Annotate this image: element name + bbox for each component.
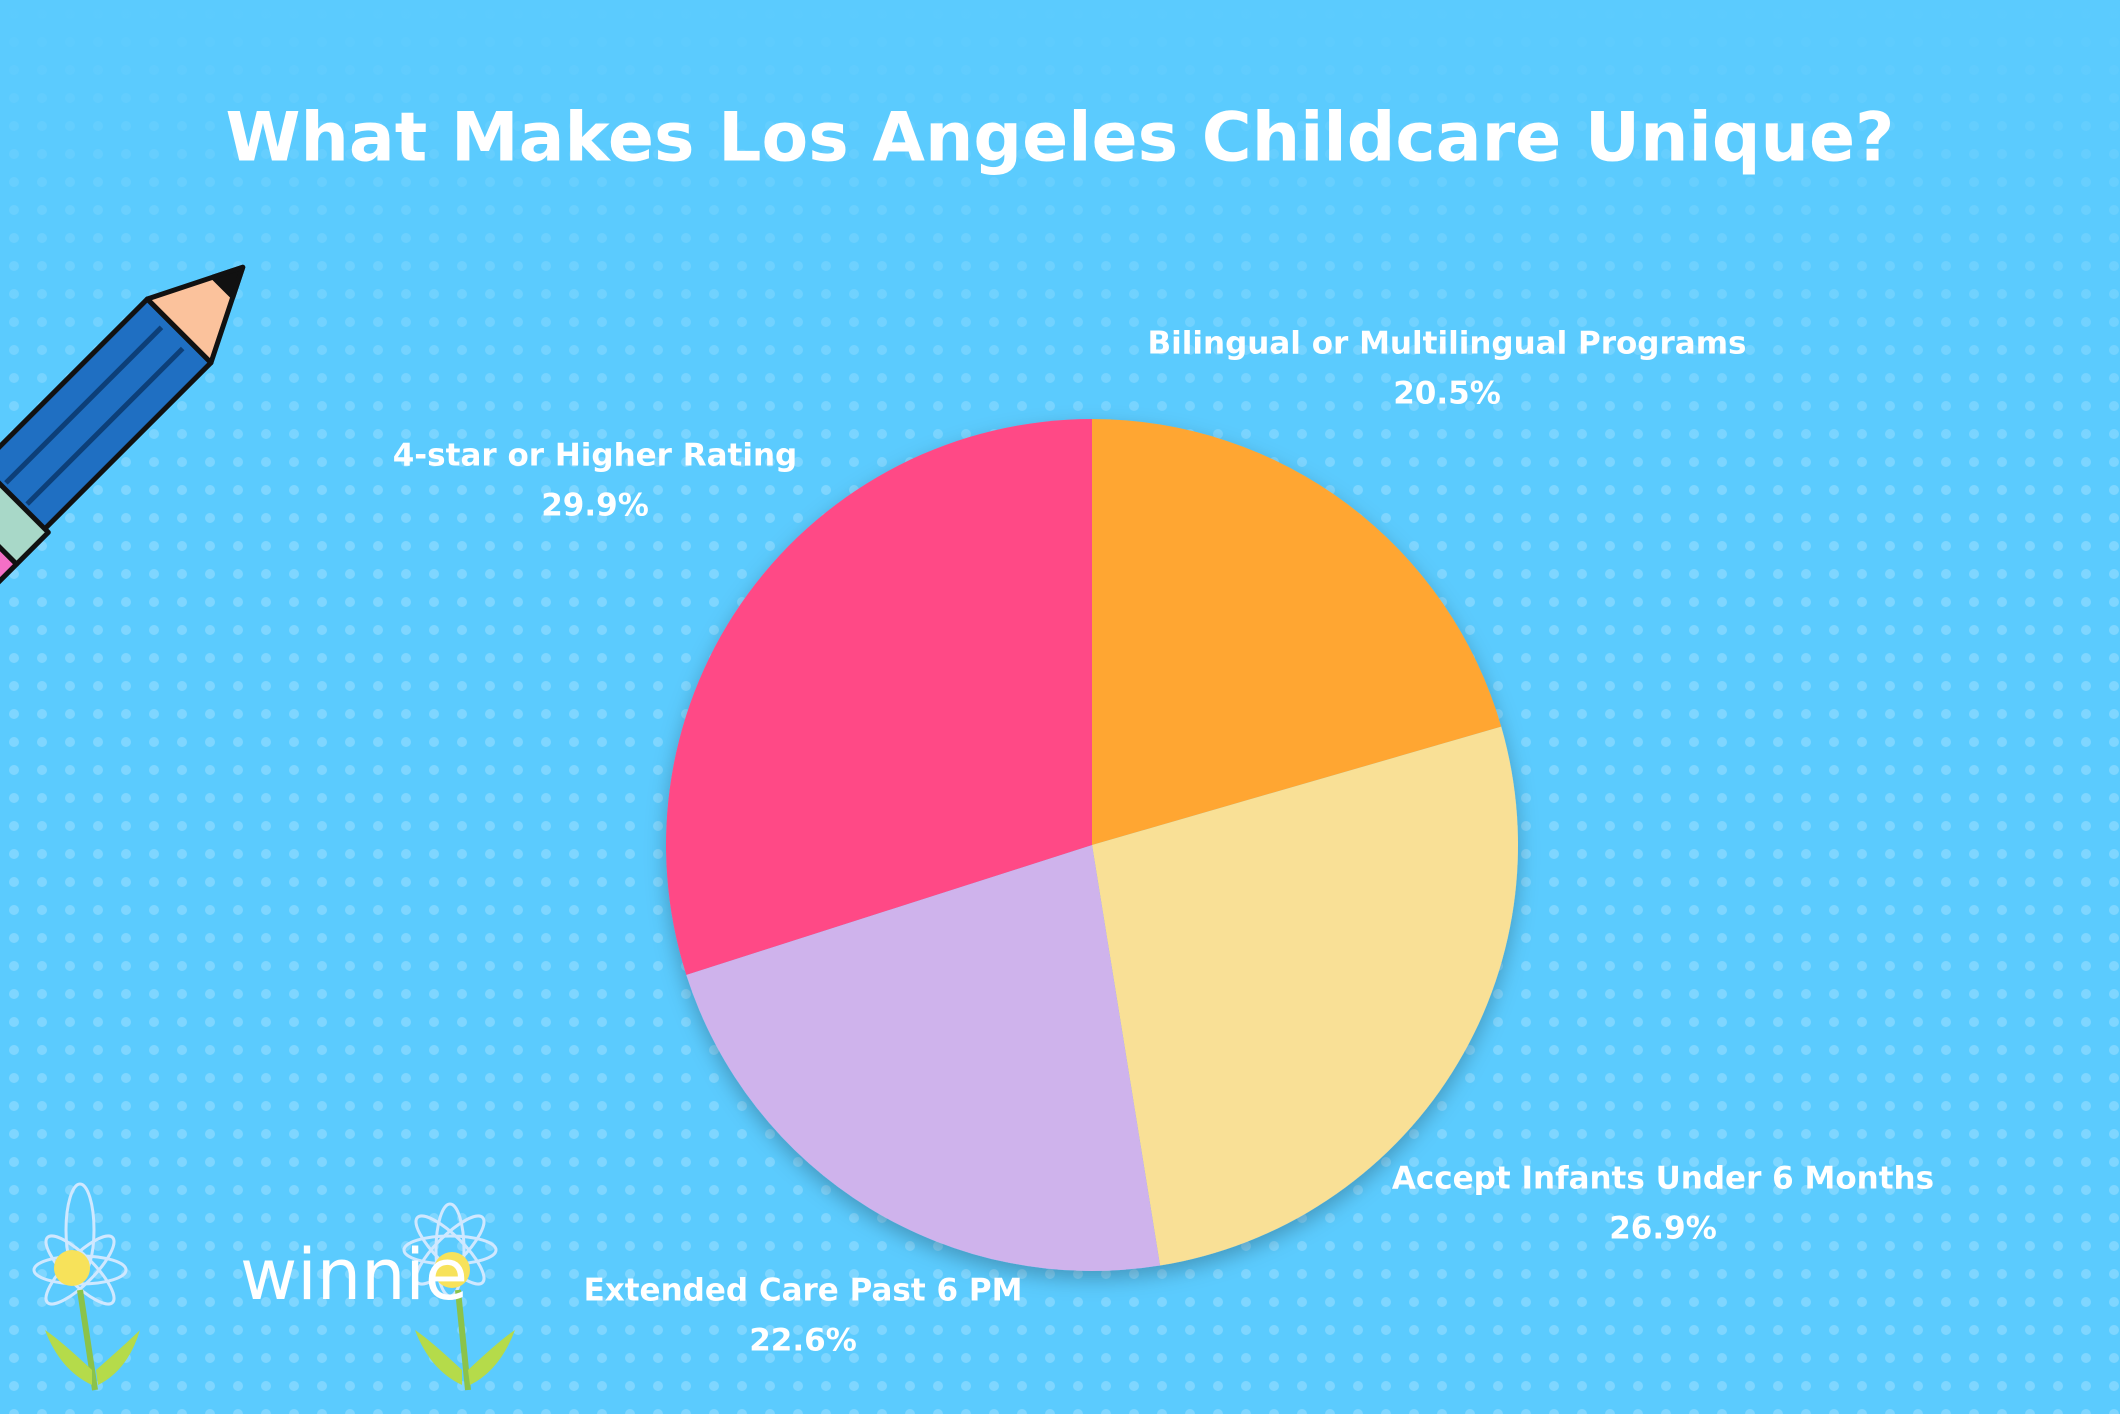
slice-value-label: 22.6% (749, 1323, 857, 1359)
pie-slice (1092, 726, 1519, 1266)
brand-logo: winnie (240, 1234, 468, 1316)
slice-value-label: 26.9% (1609, 1211, 1717, 1247)
flower-right (402, 1202, 515, 1391)
pie-slice (1092, 419, 1502, 845)
slice-label: 4-star or Higher Rating (393, 438, 798, 474)
pencil-illustration (0, 264, 246, 595)
pie-slice (686, 845, 1161, 1271)
slice-value-label: 29.9% (541, 488, 649, 524)
slice-value-label: 20.5% (1393, 376, 1501, 412)
slice-label: Extended Care Past 6 PM (584, 1273, 1023, 1309)
pie (666, 419, 1519, 1271)
pie-slice (666, 419, 1092, 975)
slice-label: Bilingual or Multilingual Programs (1148, 326, 1747, 362)
slice-label: Accept Infants Under 6 Months (1392, 1161, 1934, 1197)
chart-title: What Makes Los Angeles Childcare Unique? (225, 99, 1894, 178)
flower-left (32, 1182, 140, 1391)
